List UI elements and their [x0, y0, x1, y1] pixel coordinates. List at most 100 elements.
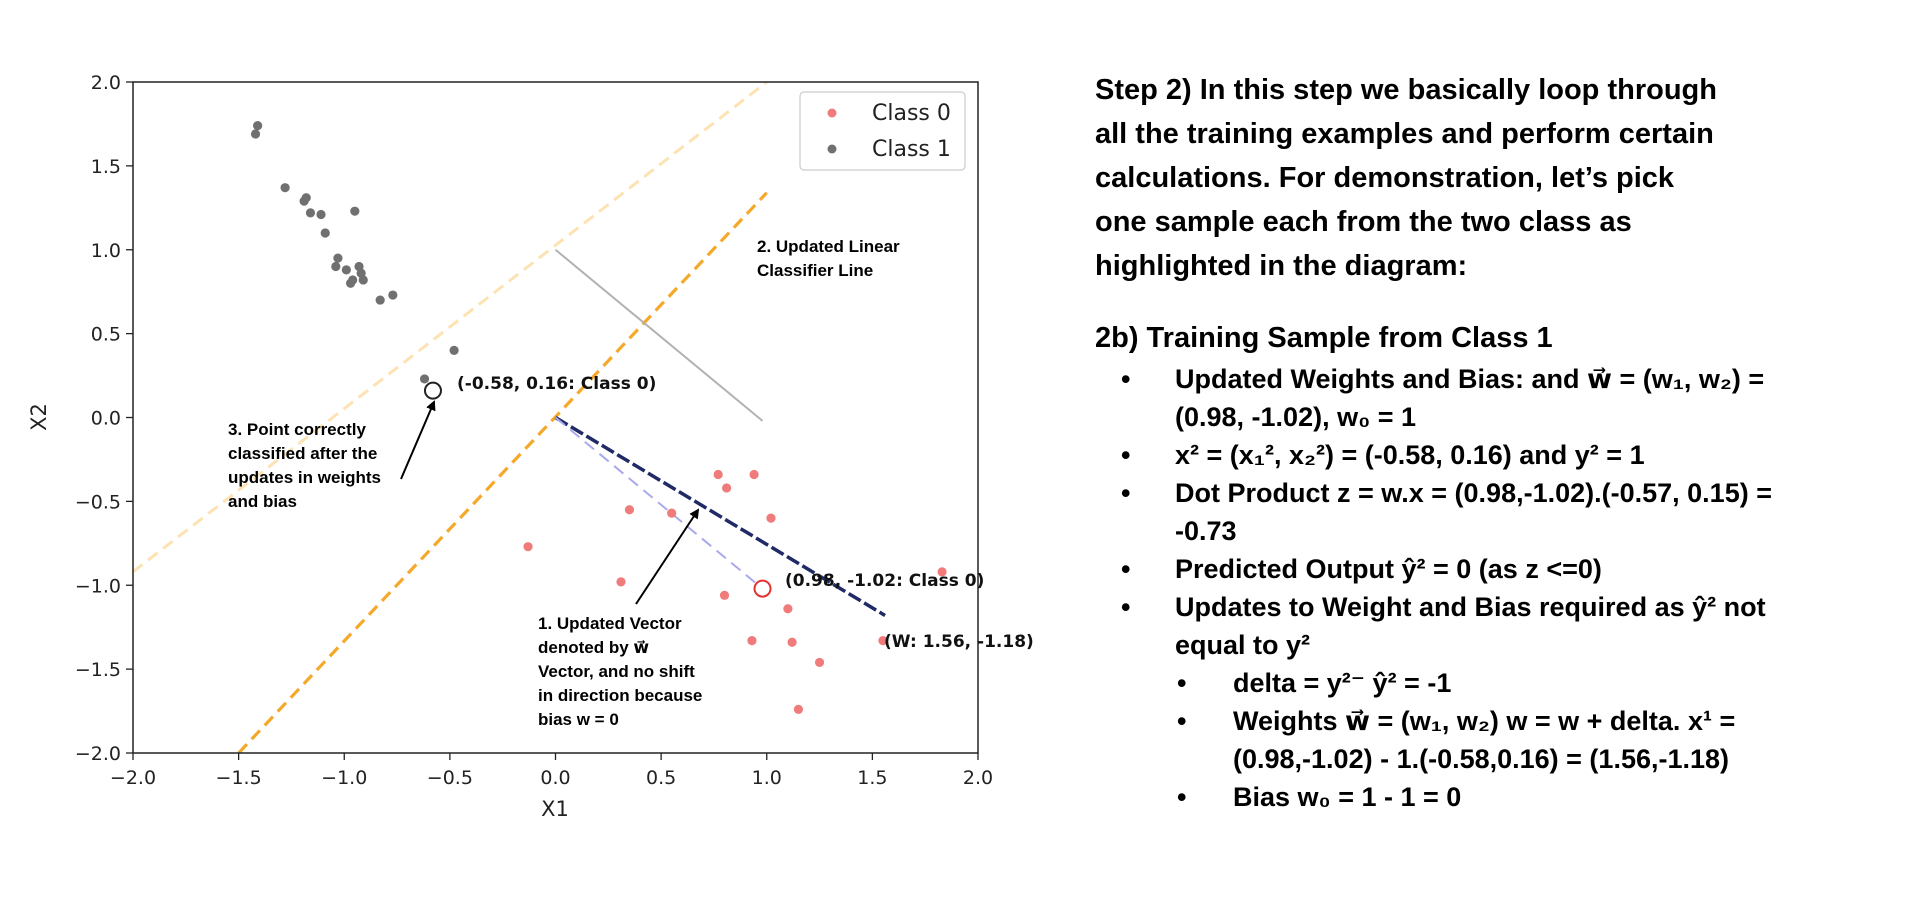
legend-marker-class-0 — [827, 108, 837, 118]
intro-line-5: highlighted in the diagram: — [1095, 250, 1468, 282]
annotation-point-correct: 3. Point correctly classified after the … — [228, 420, 386, 511]
intro-line-2: all the training examples and perform ce… — [1095, 118, 1714, 150]
point-series-0 — [783, 604, 793, 614]
nested-bullet-bias: Bias w₀ = 1 - 1 = 0 — [1095, 778, 1895, 816]
point-series-1 — [358, 275, 368, 285]
annotation-point-correct-3: updates in weights — [228, 468, 381, 487]
bullet-predicted-1: Predicted Output ŷ² = 0 (as z <=0) — [1175, 554, 1602, 584]
bullet-dot-product: Dot Product z = w.x = (0.98,-1.02).(-0.5… — [1095, 474, 1895, 550]
scatter-chart: −2.0 −1.5 −1.0 −0.5 0.0 0.5 1.0 1.5 2.0 −2.0 −1.5 −… — [27, 72, 1034, 821]
intro-line-4: one sample each from the two class as — [1095, 206, 1632, 238]
highlight-label-black: (-0.58, 0.16: Class 0) — [457, 374, 656, 394]
line-updated-vector — [554, 415, 886, 617]
point-series-0 — [749, 469, 759, 480]
section-subtitle: 2b) Training Sample from Class 1 — [1095, 322, 1553, 354]
bullet-updates-2: equal to y² — [1175, 630, 1311, 660]
y-axis-label: X2 — [27, 403, 51, 431]
point-series-1 — [253, 121, 263, 131]
point-series-0 — [722, 483, 732, 493]
annotation-point-correct-4: and bias — [228, 492, 297, 511]
highlighted-point-1 — [753, 579, 772, 598]
point-series-0 — [793, 704, 804, 714]
line-pale-boundary — [133, 82, 768, 574]
x-tick-label: −1.5 — [216, 767, 262, 789]
bullet-sample-1: x² = (x₁², x₂²) = (-0.58, 0.16) and y² =… — [1175, 440, 1645, 470]
x-tick-label: 1.5 — [857, 767, 887, 789]
point-series-0 — [713, 469, 723, 480]
points-layer — [250, 121, 947, 714]
point-series-1 — [280, 183, 290, 193]
bullet-dot-product-1: Dot Product z = w.x = (0.98,-1.02).(-0.5… — [1175, 478, 1772, 508]
y-tick-label: 2.0 — [91, 72, 121, 94]
nested-bullet-delta-1: delta = y²⁻ ŷ² = -1 — [1233, 668, 1452, 698]
nested-bullets: delta = y²⁻ ŷ² = -1 Weights w⃗ = (w₁, w₂… — [1095, 664, 1895, 816]
bullet-sample: x² = (x₁², x₂²) = (-0.58, 0.16) and y² =… — [1095, 436, 1895, 474]
point-series-0 — [667, 508, 677, 518]
intro-line-1: Step 2) In this step we basically loop t… — [1095, 74, 1717, 106]
x-tick-label: −1.0 — [321, 767, 367, 789]
bullet-weights-2: (0.98, -1.02), w₀ = 1 — [1175, 402, 1417, 432]
point-series-1 — [345, 278, 356, 288]
point-series-1 — [320, 228, 330, 238]
annotation-updated-line-2: Classifier Line — [757, 261, 873, 280]
point-series-1 — [333, 253, 343, 263]
nested-bullet-weights-1: Weights w⃗ = (w₁, w₂) w = w + delta. x¹ … — [1233, 706, 1736, 736]
annotation-updated-vector-5: bias w = 0 — [538, 710, 619, 729]
annotation-point-correct-2: classified after the — [228, 444, 377, 463]
legend-label-class-1: Class 1 — [872, 137, 951, 162]
point-series-1 — [331, 261, 341, 272]
point-series-0 — [747, 636, 757, 646]
legend-label-class-0: Class 0 — [872, 101, 951, 126]
step-bullets: Updated Weights and Bias: and w⃗ = (w₁, … — [1095, 360, 1895, 664]
point-series-1 — [305, 208, 316, 218]
y-tick-label: −0.5 — [75, 491, 121, 513]
point-series-0 — [787, 637, 797, 647]
x-tick-label: 0.5 — [646, 767, 676, 789]
nested-bullet-bias-1: Bias w₀ = 1 - 1 = 0 — [1233, 782, 1462, 812]
x-tick-label: 2.0 — [963, 767, 993, 789]
y-tick-label: −1.5 — [75, 659, 121, 681]
annotation-updated-line: 2. Updated Linear Classifier Line — [757, 237, 904, 280]
annotation-updated-vector-1: 1. Updated Vector — [538, 614, 682, 633]
bullet-updates-1: Updates to Weight and Bias required as ŷ… — [1175, 592, 1766, 622]
point-series-0 — [719, 590, 730, 600]
bullet-predicted: Predicted Output ŷ² = 0 (as z <=0) — [1095, 550, 1895, 588]
legend-box — [799, 91, 966, 171]
line-old-vector — [554, 416, 764, 590]
point-series-0 — [766, 513, 776, 523]
annotation-updated-vector-2: denoted by w⃗ — [538, 638, 649, 657]
point-series-0 — [624, 505, 635, 515]
nested-bullet-weights: Weights w⃗ = (w₁, w₂) w = w + delta. x¹ … — [1095, 702, 1895, 778]
y-tick-label: −1.0 — [75, 575, 121, 597]
line-updated-boundary — [237, 191, 768, 753]
x-tick-label: −0.5 — [427, 767, 473, 789]
point-series-1 — [388, 290, 398, 300]
point-series-1 — [375, 295, 385, 305]
point-series-1 — [341, 265, 351, 275]
y-tick-label: −2.0 — [75, 743, 121, 765]
point-series-1 — [299, 196, 309, 206]
x-axis-label: X1 — [541, 797, 569, 821]
x-tick-label: 0.0 — [540, 767, 570, 789]
point-series-1 — [316, 209, 326, 220]
bullet-dot-product-2: -0.73 — [1175, 516, 1237, 546]
point-series-0 — [937, 567, 947, 577]
nested-bullet-weights-2: (0.98,-1.02) - 1.(-0.58,0.16) = (1.56,-1… — [1233, 744, 1730, 774]
highlighted-point-0 — [423, 381, 442, 400]
annotation-point-correct-1: 3. Point correctly — [228, 420, 366, 439]
point-series-1 — [419, 374, 430, 384]
y-tick-label: 1.5 — [91, 156, 121, 178]
point-series-0 — [523, 542, 533, 552]
lines-layer — [133, 82, 886, 753]
legend-marker-class-1 — [827, 144, 837, 154]
point-series-1 — [250, 129, 261, 139]
point-series-0 — [616, 577, 626, 587]
legend: Class 0 Class 1 — [799, 91, 966, 171]
y-tick-label: 0.5 — [91, 324, 121, 346]
bullet-weights: Updated Weights and Bias: and w⃗ = (w₁, … — [1095, 360, 1895, 436]
annotation-updated-vector-3: Vector, and no shift — [538, 662, 695, 681]
point-series-1 — [350, 206, 360, 216]
x-tick-label: 1.0 — [752, 767, 782, 789]
annotation-arrow-point — [400, 400, 436, 480]
point-series-1 — [449, 345, 459, 355]
